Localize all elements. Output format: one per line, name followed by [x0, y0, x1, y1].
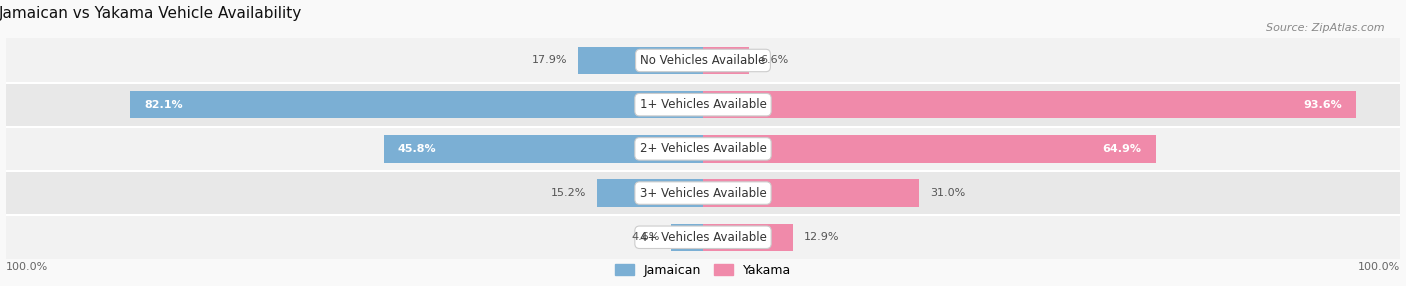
Bar — [578, 47, 703, 74]
Text: 12.9%: 12.9% — [804, 232, 839, 242]
Text: 2+ Vehicles Available: 2+ Vehicles Available — [640, 142, 766, 155]
Text: No Vehicles Available: No Vehicles Available — [640, 54, 766, 67]
Text: Source: ZipAtlas.com: Source: ZipAtlas.com — [1267, 23, 1385, 33]
Bar — [131, 91, 703, 118]
Text: Jamaican vs Yakama Vehicle Availability: Jamaican vs Yakama Vehicle Availability — [0, 5, 302, 21]
Text: 4.6%: 4.6% — [631, 232, 659, 242]
Bar — [671, 224, 703, 251]
Text: 100.0%: 100.0% — [1358, 262, 1400, 272]
Bar — [703, 91, 1355, 118]
Text: 4+ Vehicles Available: 4+ Vehicles Available — [640, 231, 766, 244]
Bar — [6, 83, 1400, 127]
Text: 64.9%: 64.9% — [1102, 144, 1142, 154]
Text: 6.6%: 6.6% — [761, 55, 789, 65]
Text: 3+ Vehicles Available: 3+ Vehicles Available — [640, 186, 766, 200]
Legend: Jamaican, Yakama: Jamaican, Yakama — [610, 259, 796, 282]
Text: 82.1%: 82.1% — [145, 100, 183, 110]
Bar — [6, 215, 1400, 259]
Bar — [598, 179, 703, 207]
Text: 100.0%: 100.0% — [6, 262, 48, 272]
Text: 45.8%: 45.8% — [398, 144, 436, 154]
Bar — [703, 179, 920, 207]
Bar — [6, 38, 1400, 83]
Text: 17.9%: 17.9% — [531, 55, 567, 65]
Text: 31.0%: 31.0% — [931, 188, 966, 198]
Bar — [6, 171, 1400, 215]
Text: 93.6%: 93.6% — [1303, 100, 1341, 110]
Text: 15.2%: 15.2% — [551, 188, 586, 198]
Bar — [703, 224, 793, 251]
Text: 1+ Vehicles Available: 1+ Vehicles Available — [640, 98, 766, 111]
Bar — [384, 135, 703, 162]
Bar — [703, 47, 749, 74]
Bar — [703, 135, 1156, 162]
Bar — [6, 127, 1400, 171]
